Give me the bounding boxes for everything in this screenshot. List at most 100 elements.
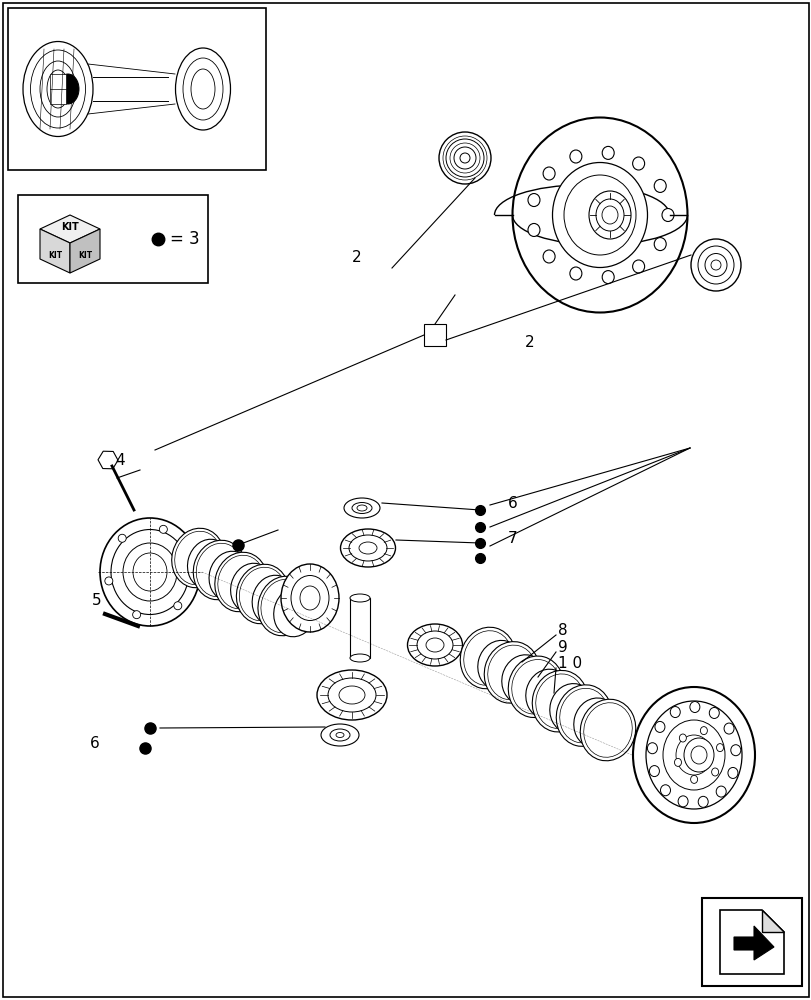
Ellipse shape — [654, 721, 664, 732]
Ellipse shape — [569, 267, 581, 280]
Ellipse shape — [715, 744, 723, 752]
Ellipse shape — [710, 768, 718, 776]
Ellipse shape — [40, 61, 76, 117]
Ellipse shape — [704, 253, 726, 276]
Ellipse shape — [690, 775, 697, 783]
Ellipse shape — [674, 758, 680, 766]
Ellipse shape — [31, 50, 85, 128]
Ellipse shape — [549, 684, 594, 733]
Ellipse shape — [193, 540, 246, 600]
Text: 9: 9 — [557, 640, 567, 655]
Ellipse shape — [463, 631, 512, 685]
Circle shape — [132, 611, 140, 619]
Ellipse shape — [122, 543, 177, 601]
Ellipse shape — [175, 48, 230, 130]
Polygon shape — [733, 926, 773, 960]
Ellipse shape — [569, 150, 581, 163]
Text: 2: 2 — [525, 335, 534, 350]
Circle shape — [187, 559, 195, 567]
Bar — [50, 74, 66, 104]
Ellipse shape — [260, 579, 307, 633]
Ellipse shape — [700, 727, 706, 735]
Ellipse shape — [559, 688, 607, 743]
Ellipse shape — [632, 260, 644, 273]
Ellipse shape — [727, 767, 737, 778]
Ellipse shape — [460, 627, 515, 689]
Ellipse shape — [588, 191, 630, 239]
Bar — [8, 8, 266, 170]
Ellipse shape — [715, 786, 725, 797]
Text: 8: 8 — [557, 623, 567, 638]
Ellipse shape — [535, 674, 584, 728]
Ellipse shape — [483, 642, 539, 703]
Ellipse shape — [340, 529, 395, 567]
Ellipse shape — [230, 563, 272, 613]
Bar — [350, 598, 370, 658]
Ellipse shape — [338, 686, 365, 704]
Ellipse shape — [111, 530, 189, 614]
Ellipse shape — [709, 707, 719, 718]
Ellipse shape — [551, 163, 646, 268]
Ellipse shape — [669, 707, 680, 718]
Ellipse shape — [573, 698, 617, 748]
Ellipse shape — [543, 250, 555, 263]
Ellipse shape — [23, 41, 93, 137]
Ellipse shape — [187, 539, 230, 589]
Ellipse shape — [501, 655, 546, 704]
Ellipse shape — [710, 260, 720, 270]
Circle shape — [174, 602, 182, 610]
Ellipse shape — [357, 505, 367, 511]
Ellipse shape — [487, 645, 535, 700]
Ellipse shape — [508, 656, 563, 718]
Ellipse shape — [679, 734, 685, 742]
Text: 5: 5 — [92, 593, 101, 608]
Ellipse shape — [453, 147, 475, 169]
Ellipse shape — [174, 531, 221, 585]
Ellipse shape — [730, 745, 740, 756]
Text: KIT: KIT — [48, 251, 62, 260]
Ellipse shape — [417, 631, 453, 659]
Ellipse shape — [512, 118, 687, 313]
Ellipse shape — [580, 699, 635, 761]
Text: 3: 3 — [188, 230, 199, 248]
Ellipse shape — [690, 746, 706, 764]
Ellipse shape — [676, 735, 711, 775]
Ellipse shape — [690, 239, 740, 291]
Ellipse shape — [531, 670, 587, 732]
Text: 6: 6 — [90, 736, 100, 751]
Ellipse shape — [350, 594, 370, 602]
Ellipse shape — [602, 146, 613, 159]
Text: 7: 7 — [508, 531, 517, 546]
Ellipse shape — [191, 69, 215, 109]
Ellipse shape — [654, 238, 665, 251]
Ellipse shape — [299, 586, 320, 610]
Ellipse shape — [350, 654, 370, 662]
Bar — [702, 898, 801, 986]
Ellipse shape — [258, 576, 310, 636]
Ellipse shape — [316, 670, 387, 720]
Ellipse shape — [595, 199, 623, 231]
Ellipse shape — [445, 139, 483, 177]
Ellipse shape — [649, 766, 659, 777]
Ellipse shape — [290, 576, 328, 620]
Ellipse shape — [460, 153, 470, 163]
Polygon shape — [40, 229, 70, 273]
Ellipse shape — [351, 502, 371, 514]
Ellipse shape — [281, 564, 338, 632]
Ellipse shape — [407, 624, 462, 666]
Ellipse shape — [217, 555, 264, 609]
Ellipse shape — [646, 743, 657, 754]
Ellipse shape — [601, 206, 617, 224]
Ellipse shape — [526, 669, 569, 719]
Ellipse shape — [349, 535, 387, 561]
Ellipse shape — [57, 74, 79, 104]
Text: =: = — [169, 230, 182, 248]
Ellipse shape — [47, 70, 69, 108]
Circle shape — [159, 525, 167, 533]
Text: KIT: KIT — [61, 222, 79, 232]
Ellipse shape — [328, 678, 375, 712]
Ellipse shape — [677, 796, 687, 807]
Ellipse shape — [196, 543, 242, 597]
Ellipse shape — [583, 703, 632, 757]
Ellipse shape — [683, 738, 713, 772]
